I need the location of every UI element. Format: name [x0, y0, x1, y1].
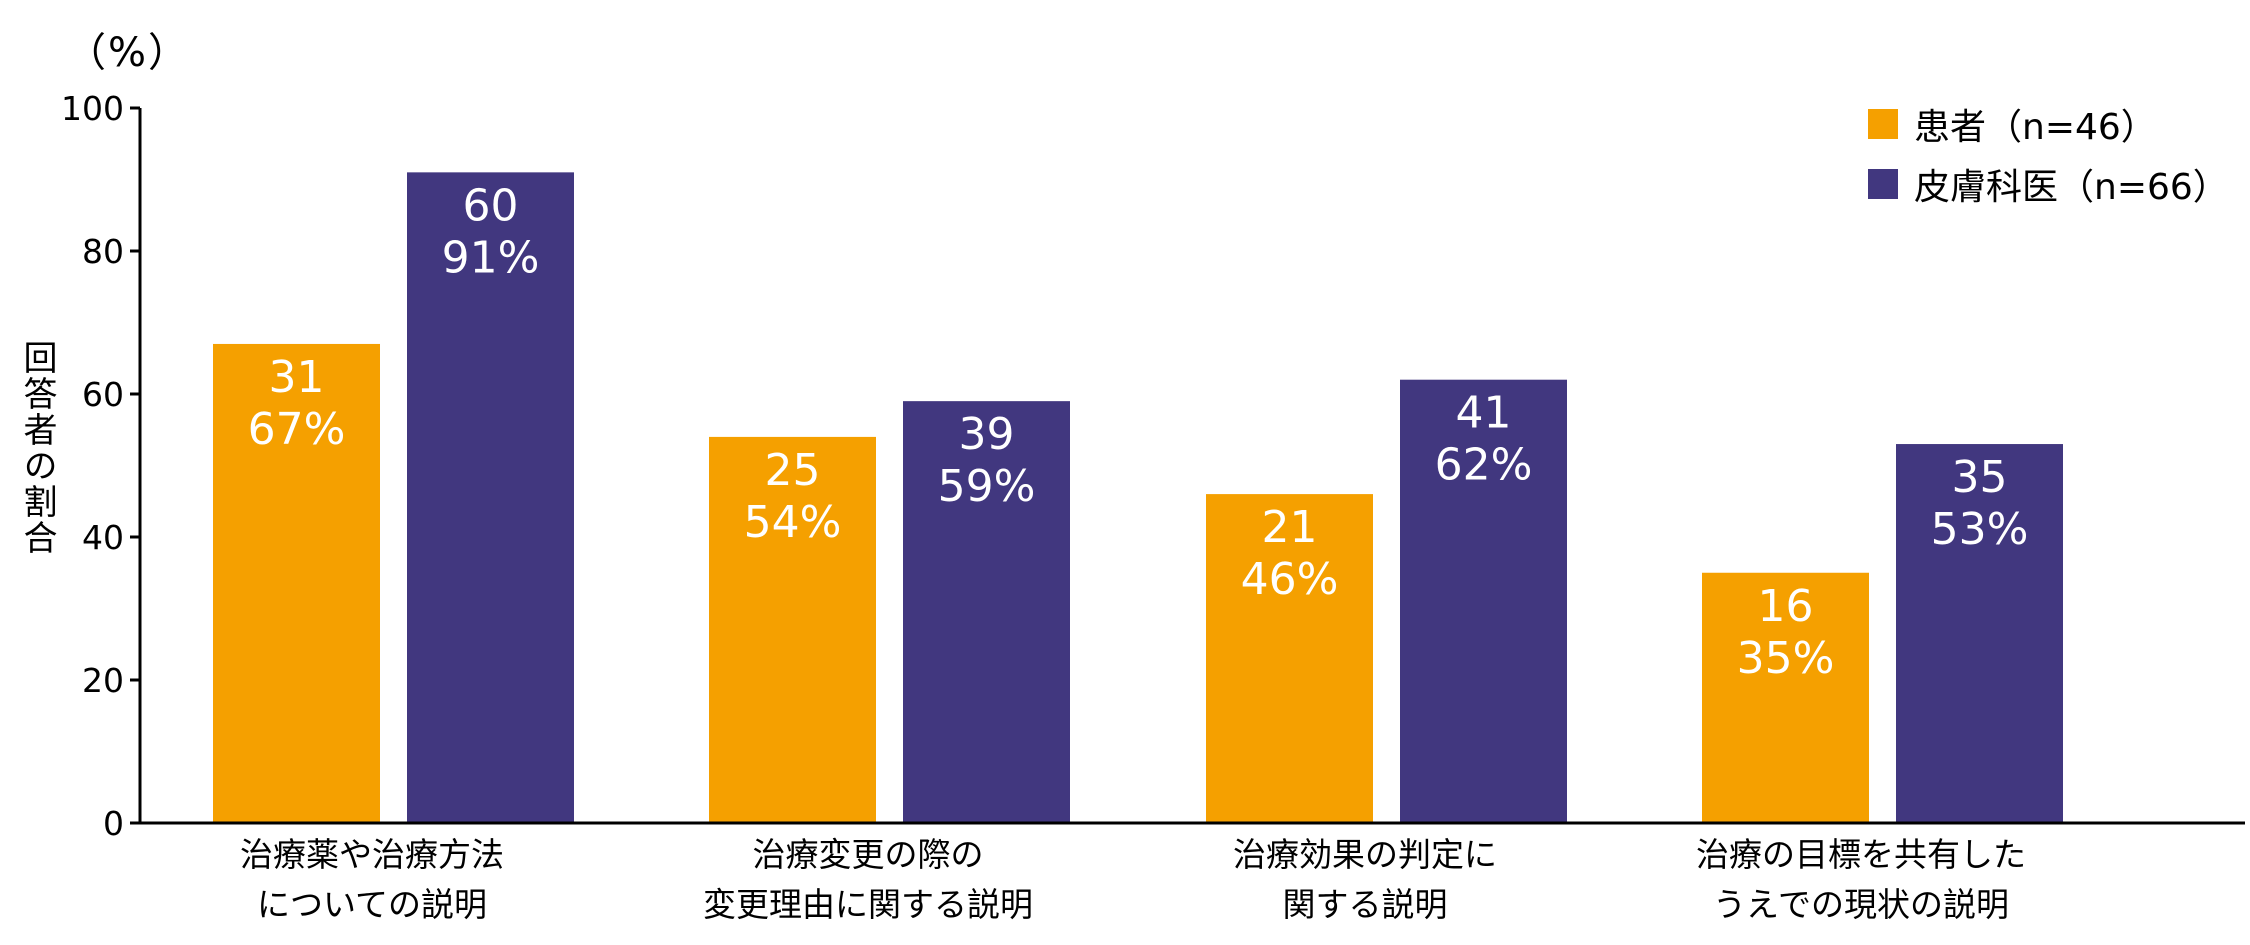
y-tick-label: 100	[61, 89, 124, 128]
bar-patient	[213, 343, 380, 823]
y-tick-label: 40	[82, 518, 124, 557]
category-label-1: 治療薬や治療方法 についての説明	[240, 835, 504, 924]
bar-percent-label: 59%	[938, 461, 1036, 512]
bar-percent-label: 91%	[442, 232, 540, 283]
bar-count-label: 31	[269, 352, 325, 403]
bar-dermatologist	[1896, 444, 2063, 823]
bar-percent-label: 54%	[744, 497, 842, 548]
bar-percent-label: 67%	[248, 404, 346, 455]
y-unit-label: （%）	[66, 30, 191, 76]
y-tick-label: 20	[82, 661, 124, 700]
bar-dermatologist	[407, 172, 574, 824]
category-label-2: 治療変更の際の 変更理由に関する説明	[703, 835, 1033, 924]
y-tick-label: 60	[82, 375, 124, 414]
y-axis-title: 回答者の割合	[17, 340, 57, 556]
bar-count-label: 16	[1758, 581, 1814, 632]
bar-count-label: 41	[1456, 388, 1512, 439]
y-axis: 0 20 40 60 80 100	[61, 89, 142, 843]
bar-percent-label: 62%	[1435, 440, 1533, 491]
bar-count-label: 25	[765, 445, 821, 496]
bar-percent-label: 35%	[1737, 633, 1835, 684]
bar-dermatologist	[903, 401, 1070, 823]
bar-patient	[1702, 572, 1869, 823]
bar-dermatologist	[1400, 379, 1567, 823]
bar-count-label: 21	[1262, 502, 1318, 553]
legend-item-patient: 患者（n=46）	[1868, 100, 2229, 148]
y-tick-label: 0	[103, 804, 124, 843]
bar-percent-label: 46%	[1241, 554, 1339, 605]
bar-count-label: 39	[959, 409, 1015, 460]
bar-patient	[709, 436, 876, 823]
legend-swatch-patient	[1868, 109, 1898, 139]
legend-label-patient: 患者（n=46）	[1914, 107, 2157, 148]
category-label-3: 治療効果の判定に 関する説明	[1233, 835, 1497, 924]
y-tick-label: 80	[82, 232, 124, 271]
bar-count-label: 35	[1952, 452, 2008, 503]
bar-percent-label: 53%	[1931, 504, 2029, 555]
legend-label-dermatologist: 皮膚科医（n=66）	[1914, 167, 2229, 208]
category-label-4: 治療の目標を共有した うえでの現状の説明	[1696, 835, 2026, 924]
bar-patient	[1206, 494, 1373, 823]
legend-swatch-dermatologist	[1868, 169, 1898, 199]
legend: 患者（n=46） 皮膚科医（n=66）	[1868, 100, 2229, 220]
legend-item-dermatologist: 皮膚科医（n=66）	[1868, 160, 2229, 208]
bar-count-label: 60	[463, 180, 519, 231]
